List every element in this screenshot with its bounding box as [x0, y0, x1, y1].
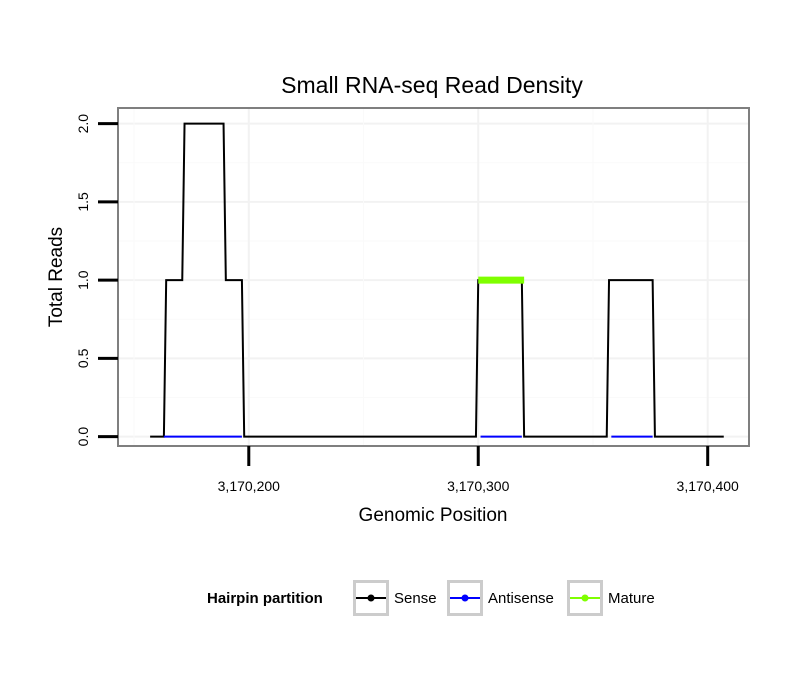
legend-key-point — [581, 594, 589, 602]
series-sense-line — [150, 122, 724, 438]
legend-entry-antisense: Antisense — [447, 580, 554, 616]
legend-entry-label: Mature — [608, 590, 655, 607]
series-layer — [150, 122, 724, 438]
x-tick-label: 3,170,400 — [677, 478, 739, 494]
y-tick-label: 0.0 — [75, 427, 91, 447]
y-tick-label: 1.5 — [75, 192, 91, 212]
legend-entry-label: Antisense — [488, 590, 554, 607]
y-axis-title: Total Reads — [46, 227, 67, 327]
chart-title: Small RNA-seq Read Density — [281, 72, 583, 98]
x-tick-label: 3,170,300 — [447, 478, 509, 494]
plot-area — [117, 107, 750, 447]
plot-border — [117, 107, 750, 447]
x-tick-label: 3,170,200 — [218, 478, 280, 494]
legend-entry-label: Sense — [394, 590, 437, 607]
legend-title: Hairpin partition — [207, 590, 323, 607]
legend-entries: Sense Antisense Mature — [353, 580, 655, 616]
x-axis: 3,170,200 3,170,300 3,170,400 — [218, 446, 739, 494]
legend-entry-sense: Sense — [353, 580, 437, 616]
legend: Hairpin partition Sense Antisense Mature — [207, 580, 655, 616]
x-axis-title: Genomic Position — [359, 505, 508, 526]
legend-entry-mature: Mature — [567, 580, 655, 616]
y-tick-label: 1.0 — [75, 270, 91, 290]
y-tick-label: 2.0 — [75, 114, 91, 134]
y-tick-label: 0.5 — [75, 348, 91, 368]
legend-key-point — [367, 594, 375, 602]
y-axis: 0.0 0.5 1.0 1.5 2.0 — [75, 114, 118, 447]
legend-key-point — [461, 594, 469, 602]
